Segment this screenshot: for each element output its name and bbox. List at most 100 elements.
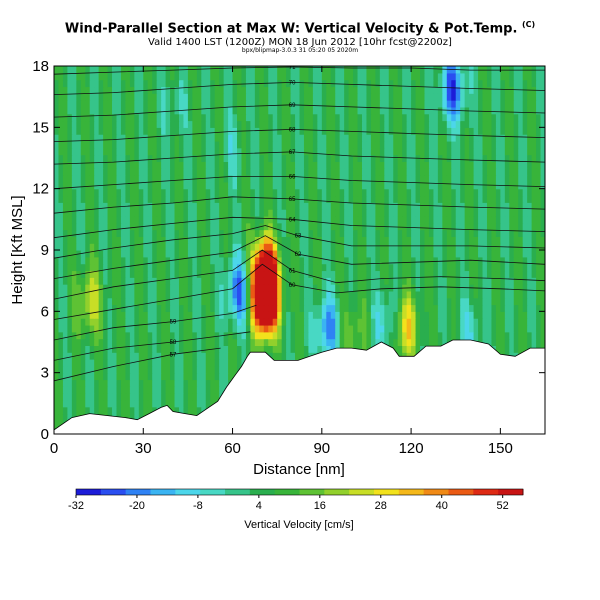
velocity-cell bbox=[268, 175, 274, 183]
velocity-cell bbox=[201, 297, 207, 306]
velocity-cell bbox=[428, 222, 435, 231]
velocity-cell bbox=[98, 290, 104, 299]
velocity-cell bbox=[460, 290, 466, 299]
velocity-cell bbox=[366, 175, 372, 183]
velocity-cell bbox=[143, 243, 149, 251]
velocity-cell bbox=[98, 134, 104, 142]
velocity-cell bbox=[250, 270, 256, 278]
velocity-cell bbox=[214, 154, 220, 162]
velocity-cell bbox=[170, 324, 176, 333]
velocity-cell bbox=[415, 318, 421, 326]
velocity-cell bbox=[156, 229, 162, 237]
velocity-cell bbox=[495, 140, 501, 149]
velocity-cell bbox=[335, 134, 341, 142]
velocity-cell bbox=[223, 277, 229, 285]
velocity-cell bbox=[397, 154, 403, 162]
velocity-cell bbox=[165, 243, 171, 251]
velocity-cell bbox=[482, 256, 488, 265]
velocity-cell bbox=[232, 345, 238, 353]
velocity-cell bbox=[228, 311, 234, 319]
velocity-cell bbox=[308, 277, 314, 285]
velocity-cell bbox=[482, 147, 488, 156]
velocity-cell bbox=[384, 140, 390, 149]
velocity-cell bbox=[455, 236, 461, 244]
velocity-cell bbox=[446, 209, 452, 217]
velocity-cell bbox=[196, 406, 202, 415]
velocity-cell bbox=[330, 181, 336, 190]
velocity-cell bbox=[428, 277, 435, 285]
velocity-cell bbox=[147, 365, 153, 374]
velocity-cell bbox=[71, 386, 77, 394]
velocity-cell bbox=[281, 277, 287, 285]
velocity-cell bbox=[326, 140, 332, 149]
velocity-cell bbox=[183, 338, 189, 346]
velocity-cell bbox=[76, 365, 82, 374]
velocity-cell bbox=[259, 324, 265, 333]
velocity-cell bbox=[143, 175, 149, 183]
velocity-cell bbox=[125, 270, 131, 278]
velocity-cell bbox=[58, 290, 64, 299]
velocity-cell bbox=[259, 311, 265, 319]
velocity-cell bbox=[201, 393, 207, 401]
velocity-cell bbox=[94, 331, 100, 340]
velocity-cell bbox=[196, 393, 202, 401]
velocity-cell bbox=[196, 154, 202, 162]
velocity-cell bbox=[156, 215, 162, 224]
velocity-cell bbox=[58, 236, 64, 244]
velocity-cell bbox=[522, 195, 528, 203]
velocity-cell bbox=[317, 256, 323, 265]
velocity-cell bbox=[446, 215, 452, 224]
velocity-cell bbox=[366, 318, 372, 326]
velocity-cell bbox=[415, 140, 421, 149]
velocity-cell bbox=[366, 236, 372, 244]
velocity-cell bbox=[134, 324, 140, 333]
velocity-cell bbox=[290, 263, 296, 272]
velocity-cell bbox=[219, 134, 225, 142]
velocity-cell bbox=[129, 324, 135, 333]
velocity-cell bbox=[317, 284, 323, 292]
velocity-cell bbox=[361, 154, 368, 162]
velocity-cell bbox=[424, 168, 430, 176]
velocity-cell bbox=[495, 195, 501, 203]
velocity-cell bbox=[62, 263, 68, 272]
velocity-cell bbox=[134, 263, 140, 272]
velocity-cell bbox=[134, 154, 140, 162]
velocity-cell bbox=[174, 324, 180, 333]
velocity-cell bbox=[237, 202, 243, 210]
velocity-cell bbox=[424, 324, 430, 333]
velocity-cell bbox=[71, 365, 77, 374]
velocity-cell bbox=[183, 406, 189, 415]
velocity-cell bbox=[500, 331, 506, 340]
velocity-cell bbox=[469, 318, 475, 326]
velocity-cell bbox=[161, 229, 167, 237]
velocity-cell bbox=[518, 250, 524, 258]
velocity-cell bbox=[187, 256, 193, 265]
velocity-cell bbox=[129, 406, 135, 415]
velocity-cell bbox=[237, 290, 243, 299]
velocity-cell bbox=[415, 134, 421, 142]
velocity-cell bbox=[125, 290, 131, 299]
velocity-cell bbox=[455, 202, 461, 210]
velocity-cell bbox=[62, 304, 68, 312]
velocity-cell bbox=[437, 263, 443, 272]
velocity-cell bbox=[98, 318, 104, 326]
velocity-cell bbox=[277, 338, 283, 346]
velocity-cell bbox=[402, 236, 408, 244]
velocity-cell bbox=[210, 324, 216, 333]
velocity-cell bbox=[187, 161, 193, 169]
velocity-cell bbox=[321, 188, 327, 197]
velocity-cell bbox=[317, 140, 323, 149]
velocity-cell bbox=[344, 236, 350, 244]
velocity-cell bbox=[98, 168, 104, 176]
velocity-cell bbox=[259, 229, 265, 237]
velocity-cell bbox=[272, 256, 278, 265]
velocity-cell bbox=[205, 365, 211, 374]
velocity-cell bbox=[286, 175, 292, 183]
velocity-cell bbox=[415, 304, 421, 312]
velocity-cell bbox=[370, 168, 376, 176]
velocity-cell bbox=[518, 331, 524, 340]
velocity-cell bbox=[178, 147, 185, 156]
velocity-cell bbox=[152, 222, 158, 231]
velocity-cell bbox=[424, 304, 430, 312]
velocity-cell bbox=[62, 229, 68, 237]
